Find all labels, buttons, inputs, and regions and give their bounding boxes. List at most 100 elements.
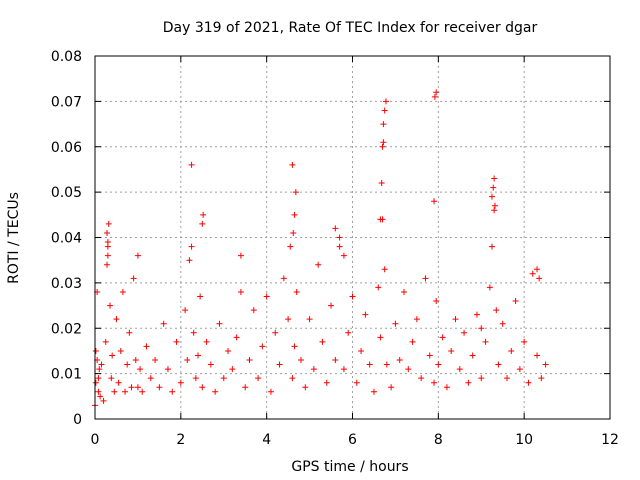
data-point — [383, 361, 390, 368]
data-point — [134, 384, 141, 391]
data-point — [216, 320, 223, 327]
data-points — [92, 89, 549, 409]
data-point — [380, 139, 387, 146]
y-tick-label: 0.01 — [51, 367, 82, 383]
data-point — [418, 375, 425, 382]
data-point — [431, 93, 438, 100]
data-point — [104, 243, 111, 250]
data-point — [188, 161, 195, 168]
data-point — [122, 388, 129, 395]
data-point — [542, 361, 549, 368]
data-point — [516, 366, 523, 373]
x-tick-label: 12 — [601, 432, 619, 448]
data-point — [199, 220, 206, 227]
data-point — [186, 257, 193, 264]
data-point — [287, 243, 294, 250]
data-point — [349, 293, 356, 300]
data-point — [128, 384, 135, 391]
data-point — [306, 316, 313, 323]
x-tick-label: 6 — [348, 432, 357, 448]
x-tick-label: 4 — [262, 432, 271, 448]
data-point — [184, 357, 191, 364]
data-point — [340, 366, 347, 373]
data-point — [381, 266, 388, 273]
data-point — [143, 343, 150, 350]
data-point — [92, 379, 99, 386]
data-point — [272, 329, 279, 336]
data-point — [315, 261, 322, 268]
x-tick-label: 10 — [515, 432, 533, 448]
y-tick-label: 0.05 — [51, 185, 82, 201]
data-point — [456, 366, 463, 373]
data-point — [422, 275, 429, 282]
data-point — [293, 288, 300, 295]
y-tick-label: 0.06 — [51, 140, 82, 156]
data-point — [104, 261, 111, 268]
data-point — [289, 375, 296, 382]
data-point — [98, 361, 105, 368]
data-point — [102, 338, 109, 345]
data-point — [156, 384, 163, 391]
data-point — [499, 320, 506, 327]
data-point — [370, 388, 377, 395]
data-point — [291, 211, 298, 218]
gridlines — [95, 56, 610, 419]
data-point — [336, 234, 343, 241]
y-axis-label: ROTI / TECUs — [6, 192, 22, 284]
data-point — [409, 338, 416, 345]
data-point — [104, 229, 111, 236]
y-tick-label: 0 — [73, 412, 82, 428]
data-point — [478, 375, 485, 382]
data-point — [525, 379, 532, 386]
data-point — [495, 361, 502, 368]
y-tick-label: 0.03 — [51, 276, 82, 292]
data-point — [229, 366, 236, 373]
data-point — [197, 293, 204, 300]
data-point — [195, 352, 201, 359]
data-point — [529, 270, 536, 277]
data-point — [290, 229, 297, 236]
data-point — [117, 347, 124, 354]
data-point — [396, 357, 403, 364]
data-point — [473, 311, 480, 318]
data-point — [405, 366, 412, 373]
data-point — [328, 302, 335, 309]
data-point — [115, 379, 122, 386]
data-point — [199, 384, 206, 391]
data-point — [521, 338, 528, 345]
data-point — [534, 266, 541, 273]
data-point — [439, 334, 446, 341]
data-point — [291, 343, 298, 350]
data-point — [488, 193, 495, 200]
data-point — [169, 388, 176, 395]
data-point — [164, 366, 171, 373]
data-point — [237, 288, 244, 295]
data-point — [388, 384, 395, 391]
data-point — [139, 388, 146, 395]
data-point — [491, 175, 498, 182]
data-point — [259, 343, 266, 350]
data-point — [382, 98, 389, 105]
data-point — [200, 211, 207, 218]
data-point — [134, 252, 141, 259]
data-point — [212, 388, 219, 395]
data-point — [220, 375, 227, 382]
data-point — [392, 320, 399, 327]
data-point — [207, 361, 214, 368]
y-tick-label: 0.07 — [51, 94, 82, 110]
axis-ticks — [94, 55, 611, 420]
data-point — [538, 375, 545, 382]
data-point — [97, 393, 104, 400]
data-point — [491, 202, 498, 209]
data-point — [433, 89, 440, 96]
data-point — [250, 307, 257, 314]
data-point — [491, 207, 498, 214]
data-point — [292, 189, 299, 196]
data-point — [508, 347, 515, 354]
data-point — [132, 357, 139, 364]
data-point — [536, 275, 543, 282]
data-point — [488, 243, 495, 250]
data-point — [323, 379, 330, 386]
data-point — [137, 366, 144, 373]
